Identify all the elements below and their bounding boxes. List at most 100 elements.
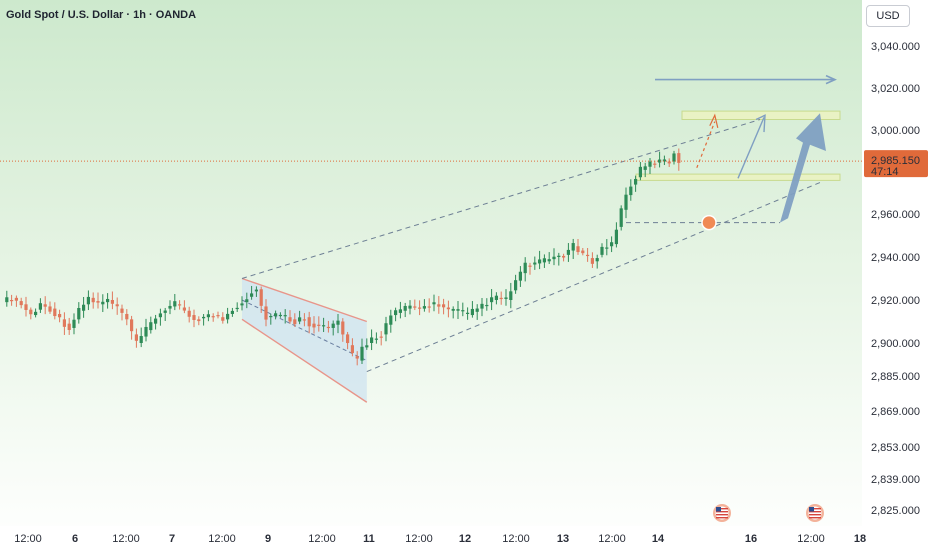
- channel-fill: [242, 278, 367, 403]
- candle-body: [413, 306, 417, 308]
- candle-body: [226, 313, 230, 320]
- candle-body: [283, 315, 287, 317]
- us-flag-icon[interactable]: [713, 504, 731, 522]
- candle-body: [384, 323, 388, 335]
- candle-body: [331, 323, 335, 328]
- candle-body: [10, 300, 14, 302]
- candle-body: [230, 310, 234, 314]
- candle-body: [662, 159, 666, 162]
- us-flag-icon[interactable]: [806, 504, 824, 522]
- price-tick-label: 2,825.000: [871, 505, 920, 517]
- price-tick-label: 2,960.000: [871, 209, 920, 221]
- channel-mid-line: [241, 299, 368, 362]
- candle-body: [533, 262, 537, 265]
- candle-body: [72, 319, 76, 328]
- candle-body: [528, 265, 532, 267]
- candle-body: [629, 186, 633, 196]
- candle-body: [346, 334, 350, 344]
- channel-bottom-line: [241, 318, 368, 403]
- upper-trendline: [241, 119, 761, 279]
- candle-body: [562, 255, 566, 258]
- candle-body: [235, 307, 239, 310]
- candle-body: [600, 246, 604, 255]
- time-tick-label: 11: [363, 533, 375, 545]
- time-tick-label: 16: [745, 533, 757, 545]
- candle-body: [355, 356, 359, 359]
- candle-body: [250, 293, 254, 297]
- candle-body: [398, 309, 402, 313]
- us-flag-icon-stripe: [809, 511, 821, 513]
- candle-body: [302, 319, 306, 321]
- time-axis-panel: [0, 526, 862, 550]
- countdown-label: 47:14: [871, 166, 899, 178]
- candle-body: [154, 318, 158, 324]
- candle-body: [293, 319, 297, 325]
- time-tick-label: 12:00: [797, 533, 825, 545]
- currency-button[interactable]: USD: [866, 5, 910, 27]
- candle-body: [394, 310, 398, 316]
- time-tick-label: 12:00: [308, 533, 336, 545]
- candle-body: [245, 299, 249, 303]
- candle-body: [216, 315, 220, 317]
- candle-body: [322, 325, 326, 327]
- candle-body: [298, 317, 302, 322]
- time-tick-label: 13: [557, 533, 569, 545]
- us-flag-icon-stripe: [809, 517, 821, 519]
- candle-body: [110, 300, 114, 304]
- candle-body: [605, 247, 609, 249]
- candle-body: [389, 315, 393, 325]
- candle-body: [437, 304, 441, 307]
- candle-body: [312, 323, 316, 328]
- candle-body: [370, 337, 374, 343]
- candle-body: [29, 309, 33, 315]
- candle-body: [53, 308, 57, 317]
- candle-body: [350, 345, 354, 354]
- candle-body: [130, 319, 134, 332]
- candle-body: [643, 166, 647, 170]
- candle-body: [610, 242, 614, 247]
- candle-body: [115, 304, 119, 307]
- candle-body: [125, 313, 129, 320]
- candle-body: [34, 311, 38, 316]
- candle-body: [365, 345, 369, 348]
- time-tick-label: 9: [265, 533, 271, 545]
- big-projection-arrow: [780, 113, 826, 223]
- candle-body: [5, 297, 9, 303]
- time-tick-label: 18: [854, 533, 866, 545]
- time-tick-label: 12:00: [405, 533, 433, 545]
- candle-body: [187, 310, 191, 317]
- candle-body: [595, 258, 599, 262]
- projection-orange-arrow: [696, 121, 716, 169]
- candle-body: [614, 229, 618, 245]
- time-tick-label: 12:00: [598, 533, 626, 545]
- us-flag-icon-stripe: [716, 514, 728, 516]
- candle-body: [106, 298, 110, 303]
- candle-body: [91, 297, 95, 303]
- candle-body: [120, 308, 124, 313]
- candle-body: [168, 305, 172, 309]
- time-tick-label: 7: [169, 533, 175, 545]
- candle-body: [192, 315, 196, 320]
- candle-body: [221, 317, 225, 321]
- candle-body: [86, 296, 90, 305]
- candle-body: [211, 316, 215, 318]
- time-tick-label: 14: [652, 533, 665, 545]
- price-tick-label: 2,900.000: [871, 338, 920, 350]
- candle-body: [149, 322, 153, 331]
- candle-body: [619, 208, 623, 227]
- candle-body: [638, 166, 642, 178]
- time-tick-label: 12:00: [14, 533, 42, 545]
- price-tick-label: 3,020.000: [871, 83, 920, 95]
- candle-series: [5, 148, 681, 366]
- current-price-badge: [864, 150, 928, 178]
- price-tick-label: 2,940.000: [871, 252, 920, 264]
- time-tick-label: 12:00: [112, 533, 140, 545]
- candle-body: [19, 301, 23, 306]
- candle-body: [672, 153, 676, 162]
- time-tick-label: 12: [459, 533, 471, 545]
- candle-body: [374, 338, 378, 340]
- candle-body: [466, 312, 470, 314]
- candle-body: [653, 163, 657, 165]
